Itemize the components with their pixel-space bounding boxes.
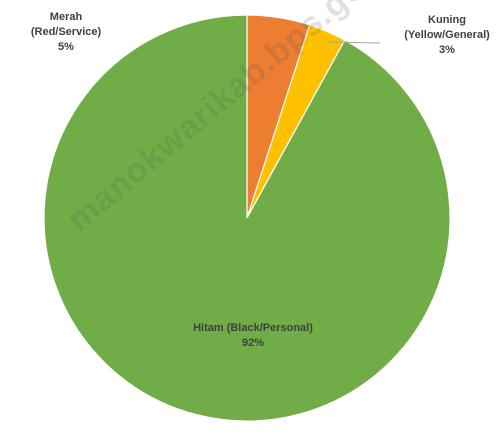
- label-merah: Merah (Red/Service) 5%: [18, 10, 114, 55]
- label-merah-subname: (Red/Service): [30, 26, 102, 38]
- label-hitam-name: Hitam (Black/Personal): [193, 322, 313, 334]
- label-merah-percent: 5%: [58, 41, 74, 53]
- label-kuning-name: Kuning: [428, 14, 466, 26]
- kuning-leader-line: [326, 41, 381, 44]
- label-kuning: Kuning (Yellow/General) 3%: [392, 13, 502, 58]
- label-hitam-percent: 92%: [241, 337, 265, 349]
- slice-hitam: [43, 14, 451, 422]
- label-kuning-percent: 3%: [439, 44, 455, 56]
- label-kuning-subname: (Yellow/General): [404, 29, 490, 41]
- label-hitam: Hitam (Black/Personal) 92%: [168, 321, 338, 351]
- label-merah-name: Merah: [49, 11, 83, 23]
